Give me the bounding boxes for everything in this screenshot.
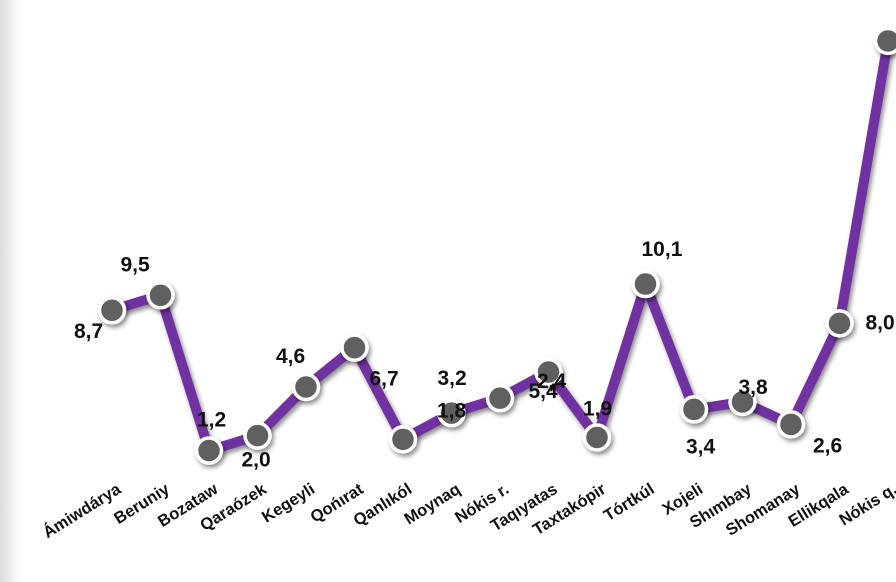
data-label-14: 3,8 [739,376,769,399]
x-tick-label-1: Ámiwdárya [39,479,124,542]
data-label-12: 10,1 [642,238,683,261]
data-point-3 [194,436,224,465]
data-point-4 [243,421,272,450]
data-label-2: 9,5 [121,253,151,276]
data-point-13 [679,395,709,424]
data-point-17 [873,26,896,56]
data-point-11 [582,423,612,452]
data-label-10: 5,4 [529,380,559,403]
data-label-11: 1,9 [583,397,612,420]
data-label-8: 3,2 [438,367,467,390]
x-tick-label-5: Kegeyli [259,480,318,526]
data-label-3: 1,2 [197,409,226,432]
data-label-13: 3,4 [686,435,716,458]
data-point-14 [728,387,757,417]
x-tick-label-8: Moynaq [401,480,463,528]
data-point-2 [146,281,175,310]
data-point-15 [776,410,806,439]
data-point-6 [340,333,369,362]
data-label-7: 1,8 [437,399,467,422]
data-label-16: 8,0 [866,311,895,334]
data-point-9 [485,383,515,413]
left-shade [0,0,22,582]
data-point-12 [631,269,660,299]
data-label-1: 8,7 [74,320,103,343]
data-label-4: 2,0 [242,449,271,472]
x-tick-label-12: Tórtkúl [601,480,658,525]
data-point-8 [437,398,466,428]
data-point-5 [291,372,321,402]
data-label-6: 6,7 [370,368,399,391]
data-point-10 [534,357,563,387]
data-label-15: 2,6 [813,434,842,457]
annotation-label: 2,4 [537,370,567,393]
data-point-16 [825,309,854,338]
data-point-7 [388,425,418,454]
data-label-5: 4,6 [276,345,305,368]
data-point-1 [97,295,127,325]
